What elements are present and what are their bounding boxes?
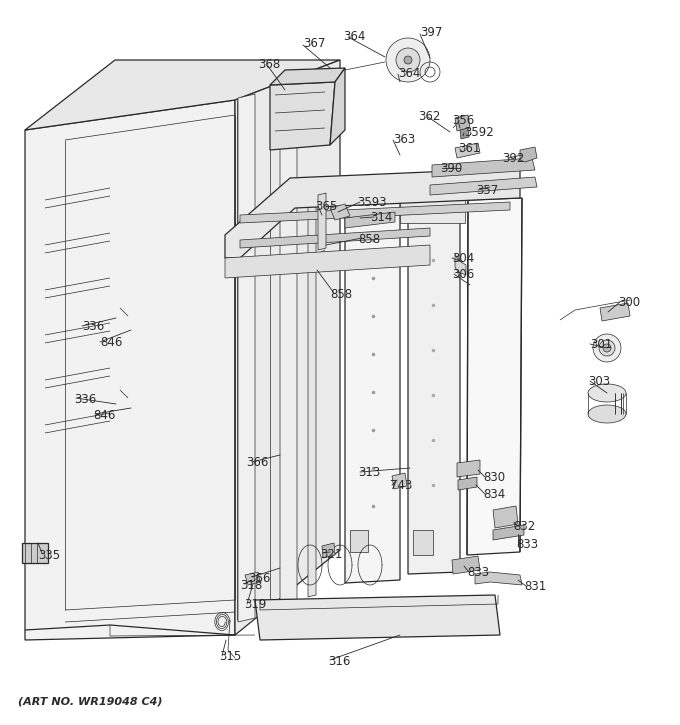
Polygon shape xyxy=(22,543,48,563)
Polygon shape xyxy=(345,212,395,228)
Polygon shape xyxy=(430,177,537,195)
Ellipse shape xyxy=(588,405,626,423)
Polygon shape xyxy=(270,82,335,150)
Circle shape xyxy=(593,334,621,362)
Polygon shape xyxy=(520,147,537,162)
Text: 366: 366 xyxy=(248,572,271,585)
Text: 321: 321 xyxy=(320,548,342,561)
Text: 316: 316 xyxy=(328,655,350,668)
Polygon shape xyxy=(467,198,522,555)
Polygon shape xyxy=(270,68,345,85)
Polygon shape xyxy=(225,168,520,258)
Polygon shape xyxy=(493,525,524,540)
Polygon shape xyxy=(280,90,297,618)
Polygon shape xyxy=(245,572,260,585)
Polygon shape xyxy=(235,60,340,635)
Polygon shape xyxy=(308,193,316,597)
Polygon shape xyxy=(455,254,466,275)
Polygon shape xyxy=(455,115,470,131)
Bar xyxy=(350,530,368,552)
Text: 318: 318 xyxy=(240,579,262,592)
Polygon shape xyxy=(458,477,477,490)
Polygon shape xyxy=(240,228,430,248)
Text: 858: 858 xyxy=(358,233,380,246)
Text: 366: 366 xyxy=(246,456,269,469)
Polygon shape xyxy=(318,193,326,250)
Text: 830: 830 xyxy=(483,471,505,484)
Text: 362: 362 xyxy=(418,110,441,123)
Text: 367: 367 xyxy=(303,37,325,50)
Polygon shape xyxy=(493,506,518,528)
Polygon shape xyxy=(392,473,407,489)
Text: (ART NO. WR19048 C4): (ART NO. WR19048 C4) xyxy=(18,697,163,707)
Text: 303: 303 xyxy=(588,375,610,388)
Polygon shape xyxy=(600,303,630,321)
Text: 397: 397 xyxy=(420,26,443,39)
Text: 858: 858 xyxy=(330,288,352,301)
Text: 335: 335 xyxy=(38,549,60,562)
Text: 300: 300 xyxy=(618,296,640,309)
Polygon shape xyxy=(255,595,500,640)
Circle shape xyxy=(599,340,615,356)
Polygon shape xyxy=(330,204,350,220)
Polygon shape xyxy=(238,94,255,622)
Bar xyxy=(400,188,465,223)
Text: 313: 313 xyxy=(358,466,380,479)
Text: 846: 846 xyxy=(93,409,116,422)
Polygon shape xyxy=(455,143,480,158)
Bar xyxy=(413,530,433,555)
Text: 304: 304 xyxy=(452,252,474,265)
Polygon shape xyxy=(432,158,535,177)
Polygon shape xyxy=(322,543,335,558)
Text: 832: 832 xyxy=(513,520,535,533)
Circle shape xyxy=(131,321,149,339)
Text: 336: 336 xyxy=(82,320,104,333)
Text: 392: 392 xyxy=(502,152,524,165)
Text: 361: 361 xyxy=(458,142,480,155)
Text: 336: 336 xyxy=(74,393,97,406)
Text: 364: 364 xyxy=(398,67,420,80)
Text: 3592: 3592 xyxy=(464,126,494,139)
Polygon shape xyxy=(460,128,469,139)
Polygon shape xyxy=(25,100,235,640)
Text: 306: 306 xyxy=(452,268,474,281)
Circle shape xyxy=(131,401,149,419)
Ellipse shape xyxy=(588,384,626,402)
Polygon shape xyxy=(25,60,340,130)
Text: 315: 315 xyxy=(219,650,241,663)
Text: 364: 364 xyxy=(343,30,365,43)
Circle shape xyxy=(386,38,430,82)
Text: 743: 743 xyxy=(390,479,412,492)
Polygon shape xyxy=(345,192,400,583)
Text: 365: 365 xyxy=(315,200,337,213)
Polygon shape xyxy=(475,572,522,585)
Text: 356: 356 xyxy=(452,114,474,127)
Polygon shape xyxy=(408,190,460,574)
Text: 833: 833 xyxy=(467,566,489,579)
Text: 3593: 3593 xyxy=(357,196,387,209)
Text: 319: 319 xyxy=(244,598,267,611)
Polygon shape xyxy=(452,556,480,574)
Polygon shape xyxy=(240,202,510,223)
Circle shape xyxy=(396,48,420,72)
Text: 368: 368 xyxy=(258,58,280,71)
Text: 363: 363 xyxy=(393,133,415,146)
Text: 831: 831 xyxy=(524,580,546,593)
Text: 833: 833 xyxy=(516,538,538,551)
Text: 834: 834 xyxy=(483,488,505,501)
Text: 390: 390 xyxy=(440,162,462,175)
Text: 301: 301 xyxy=(590,338,612,351)
Polygon shape xyxy=(225,245,430,278)
Text: 314: 314 xyxy=(370,211,392,224)
Polygon shape xyxy=(457,460,480,477)
Circle shape xyxy=(404,56,412,64)
Circle shape xyxy=(603,344,611,352)
Text: 846: 846 xyxy=(100,336,122,349)
Text: 357: 357 xyxy=(476,184,498,197)
Polygon shape xyxy=(330,68,345,145)
